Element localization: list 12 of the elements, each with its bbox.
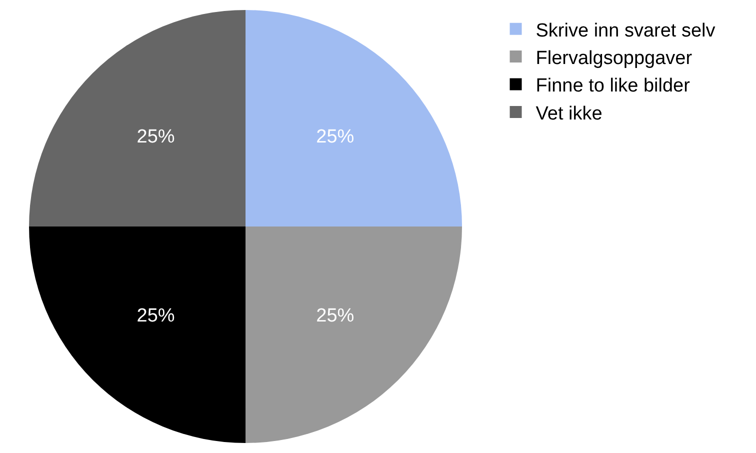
pie-slice — [29, 226, 246, 443]
pie-slice — [29, 10, 246, 226]
data-label: 25% — [316, 126, 354, 148]
data-label: 25% — [316, 306, 354, 327]
legend-label: Vet ikke — [536, 103, 602, 124]
data-label: 25% — [136, 306, 175, 327]
legend-label: Skrive inn svaret selv — [536, 20, 716, 42]
data-label: 25% — [136, 126, 175, 148]
pie-slice — [246, 226, 462, 443]
legend-label: Flervalgsoppgaver — [536, 48, 693, 69]
pie-slice — [246, 10, 462, 226]
legend-label: Finne to like bilder — [536, 76, 691, 97]
